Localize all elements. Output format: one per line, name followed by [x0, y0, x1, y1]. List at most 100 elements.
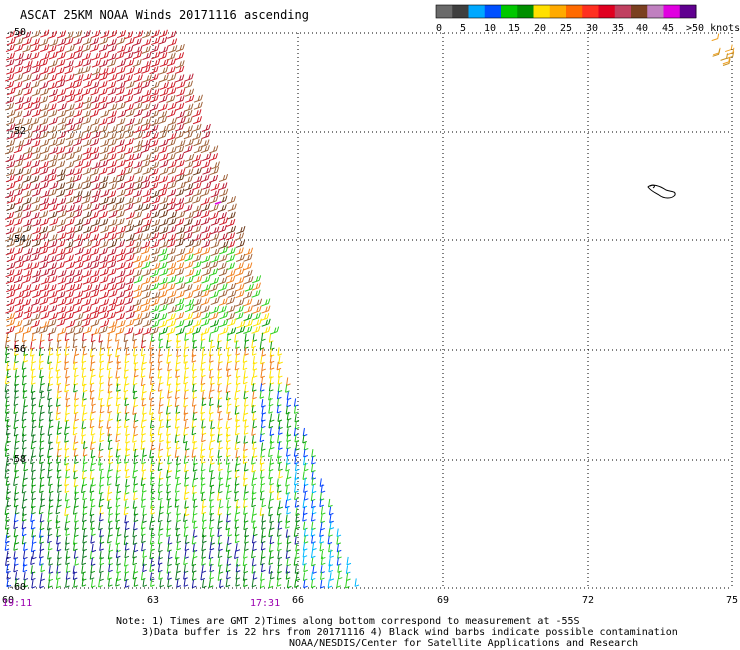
wind-barb: [13, 477, 18, 487]
wind-barb: [99, 36, 109, 45]
wind-barb: [82, 477, 88, 487]
wind-barb: [132, 434, 137, 443]
wind-barb: [150, 44, 160, 53]
wind-barb: [108, 528, 113, 537]
wind-barb: [302, 499, 308, 509]
wind-barb: [176, 334, 181, 343]
wind-barb: [73, 210, 83, 219]
wind-barb: [183, 131, 193, 140]
wind-barb: [48, 565, 54, 574]
wind-barb: [142, 514, 147, 524]
wind-barb: [140, 377, 146, 387]
wind-barb: [217, 506, 223, 516]
wind-barb: [22, 167, 32, 176]
wind-barb: [125, 311, 135, 320]
wind-barb: [81, 369, 87, 378]
wind-barb: [30, 440, 36, 450]
wind-barb: [116, 168, 126, 177]
wind-barb: [107, 247, 117, 257]
wind-barb: [141, 240, 151, 249]
wind-barb: [191, 376, 197, 386]
wind-barb: [56, 528, 61, 538]
wind-barb: [4, 102, 15, 111]
wind-barb: [74, 218, 84, 227]
wind-barb: [293, 476, 299, 486]
wind-barb: [55, 398, 61, 407]
wind-barb: [142, 268, 152, 277]
wind-barb: [64, 139, 74, 148]
wind-barb: [142, 232, 152, 241]
wind-barb: [31, 355, 37, 364]
wind-barb: [65, 556, 70, 565]
wind-barb: [74, 59, 84, 68]
wind-barb: [73, 405, 79, 415]
wind-barb: [184, 247, 194, 256]
wind-barb: [115, 174, 125, 183]
wind-barb: [226, 499, 232, 509]
wind-barb: [99, 51, 110, 60]
wind-barb: [13, 456, 19, 465]
wind-barb: [90, 427, 96, 436]
wind-barb: [99, 542, 104, 551]
wind-barb: [14, 167, 24, 176]
wind-barb: [320, 514, 326, 524]
wind-barb: [31, 535, 37, 545]
wind-barb: [150, 161, 160, 170]
wind-barb: [82, 312, 92, 321]
wind-barb: [73, 269, 83, 278]
wind-barb: [6, 87, 16, 96]
wind-barb: [150, 145, 160, 154]
wind-barb: [73, 204, 83, 213]
wind-barb: [166, 197, 177, 206]
island-outline: [647, 184, 676, 199]
wind-barb: [73, 51, 83, 60]
wind-barb: [276, 507, 282, 516]
wind-barb: [107, 384, 113, 394]
wind-barb: [108, 521, 113, 530]
wind-barb: [64, 66, 74, 75]
wind-barb: [98, 102, 108, 111]
wind-barb: [6, 168, 16, 177]
wind-barb: [218, 500, 224, 509]
wind-barb: [90, 138, 100, 147]
wind-barb: [82, 455, 88, 465]
wind-barb: [47, 534, 52, 544]
wind-barb: [115, 94, 125, 103]
wind-barb: [184, 103, 194, 112]
wind-barb: [56, 80, 66, 89]
wind-barb: [218, 297, 228, 306]
wind-barb: [65, 564, 71, 574]
wind-barb: [83, 240, 93, 249]
wind-barb: [243, 506, 248, 515]
wind-barb: [183, 412, 189, 422]
wind-barb: [150, 433, 155, 443]
wind-barb: [252, 412, 257, 421]
wind-barb: [13, 542, 18, 551]
wind-barb: [158, 543, 163, 553]
wind-barb: [82, 146, 92, 155]
wind-barb: [13, 217, 23, 226]
wind-barb: [175, 441, 181, 450]
wind-barb: [115, 232, 125, 241]
wind-barb: [193, 145, 203, 154]
wind-barb: [166, 377, 172, 386]
wind-barb: [6, 290, 16, 299]
wind-barb: [23, 131, 33, 140]
wind-barb: [31, 550, 37, 560]
wind-barb: [66, 81, 76, 90]
wind-barb: [116, 253, 126, 262]
wind-barb: [13, 420, 19, 430]
wind-barb: [106, 116, 117, 125]
wind-barb: [175, 355, 181, 365]
wind-barb: [13, 131, 23, 140]
wind-barb: [81, 354, 87, 364]
wind-barb: [218, 565, 224, 574]
wind-barb: [47, 579, 53, 588]
wind-barb: [278, 469, 283, 479]
wind-barb: [72, 174, 83, 183]
wind-barb: [107, 110, 117, 119]
wind-barb: [14, 369, 20, 378]
wind-barb: [235, 449, 241, 459]
wind-barb: [107, 283, 118, 292]
wind-barb: [209, 528, 215, 538]
